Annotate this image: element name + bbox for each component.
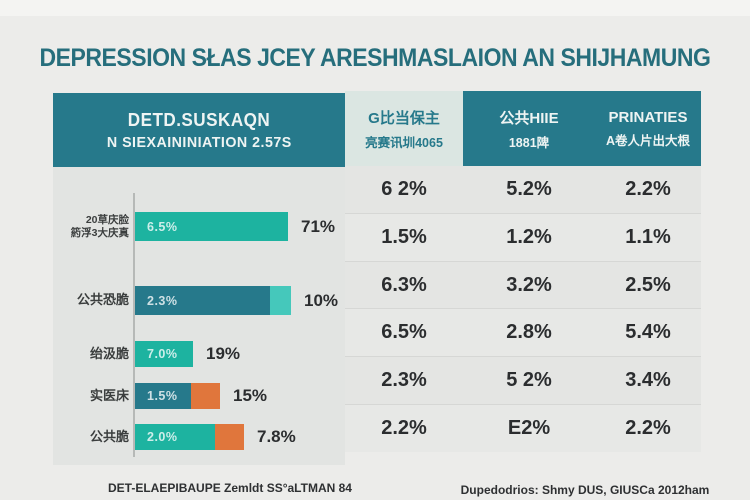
bar-3-segment-1 [135,341,193,367]
col1-header-line1: G比当保主 [368,109,440,127]
bar-row-3: 绐汲脆 7.0% 19% [57,341,240,367]
page-title: DEPRESSION SŁAS JCEY ARESHMASLAION AN SH… [39,44,711,72]
col1-header-line2: 亮赛讯圳4065 [365,135,443,150]
bar-2-inner-value: 2.3% [147,293,178,308]
top-strip [0,0,750,16]
cell-r4c1: 6.5% [381,321,427,344]
cell-r3c1: 6.3% [381,273,427,296]
cell-r6c3: 2.2% [625,417,671,440]
cell-r4c2: 2.8% [506,321,552,344]
bar-1-inner-value: 6.5% [147,219,178,234]
bar-2-segment-1 [135,286,270,315]
bar-4-segment-1 [135,383,191,409]
footer-caption-right: Dupedodrios: Shmy DUS, GIUSCa 2012ham [460,483,710,497]
cell-r5c1: 2.3% [381,369,427,392]
bar-label-line1: 20草庆脸 [85,214,129,227]
cell-r3c2: 3.2% [506,273,552,296]
table-row: 6.3% 3.2% 2.5% [345,261,701,310]
bar-4-value-label: 15% [233,386,268,405]
cell-r1c2: 5.2% [506,177,552,200]
bar-1: 6.5% [135,212,288,241]
bar-5-value-label: 7.8% [257,427,296,446]
cell-r4c3: 5.4% [625,321,671,344]
bar-4-segment-2 [191,383,220,409]
cell-r3c3: 2.5% [625,273,671,296]
table-body: 6 2% 5.2% 2.2% 1.5% 1.2% 1.1% 6.3% 3.2% … [345,166,701,452]
bar-2-value-label: 10% [304,290,339,310]
table-row: 6 2% 5.2% 2.2% [345,166,701,214]
bar-1-segment-1 [135,212,288,241]
cell-r1c3: 2.2% [625,177,671,200]
col2-header-line1: 公共HIIE [499,109,559,127]
bar-4: 1.5% [135,383,220,409]
table-row: 1.5% 1.2% 1.1% [345,213,701,262]
table-row: 2.3% 5 2% 3.4% [345,357,701,406]
bar-chart-card: DETD.SUSKAQN N SIEXAININIATION 2.57S 20草… [53,93,345,465]
cell-r2c2: 1.2% [506,225,552,248]
bar-5-segment-2 [215,424,244,450]
col2-header-line2: 1881陴 [508,135,550,150]
cell-r5c3: 3.4% [625,369,671,392]
cell-r2c1: 1.5% [381,225,427,248]
footer-caption-left: DET-ELAEPIBAUPE Zemldt SS°aLTMAN 84 [108,481,352,495]
bar-2: 2.3% [135,286,291,315]
table-header-row: G比当保主 亮赛讯圳4065 公共HIIE 1881陴 PRINATIES A卷… [345,91,701,166]
bar-category-label: 绐汲脆 [89,345,129,361]
table-row: 2.2% E2% 2.2% [345,405,701,452]
bar-5-inner-value: 2.0% [147,430,178,444]
table-row: 6.5% 2.8% 5.4% [345,309,701,358]
bar-category-label: 公共恐脆 [76,292,129,308]
col3-header-line1: PRINATIES [608,108,688,126]
table-header-col2: 公共HIIE 1881陴 [463,91,595,166]
chart-plot-area: 20草庆脸 箹浮3大庆真 6.5% 71% 公共恐脆 2.3% 10% 绐汲脆 [53,167,345,465]
bar-3-inner-value: 7.0% [147,347,178,361]
col3-header-line2: A卷人片出大根 [605,133,691,148]
cell-r1c1: 6 2% [381,177,427,200]
bar-row-2: 公共恐脆 2.3% 10% [57,286,338,315]
bar-5-segment-1 [135,424,215,450]
chart-title-line2: N SIEXAININIATION 2.57S [106,133,292,151]
bar-category-label: 实医床 [89,387,129,403]
cell-r2c3: 1.1% [625,225,671,248]
stats-table: G比当保主 亮赛讯圳4065 公共HIIE 1881陴 PRINATIES A卷… [345,91,701,452]
bar-row-5: 公共脆 2.0% 7.8% [57,424,296,450]
bar-category-label: 公共脆 [89,428,129,444]
bar-1-value-label: 71% [301,216,336,236]
bar-3: 7.0% [135,341,193,367]
bar-row-4: 实医床 1.5% 15% [57,383,267,409]
bar-4-inner-value: 1.5% [147,389,178,403]
bar-label-line2: 箹浮3大庆真 [70,226,129,239]
bar-2-segment-2 [270,286,291,315]
cell-r5c2: 5 2% [506,369,552,392]
chart-header: DETD.SUSKAQN N SIEXAININIATION 2.57S [53,93,345,167]
cell-r6c1: 2.2% [381,417,427,440]
cell-r6c2: E2% [507,417,551,440]
bar-row-1: 20草庆脸 箹浮3大庆真 6.5% 71% [57,212,335,241]
bar-category-label: 20草庆脸 箹浮3大庆真 [57,214,129,238]
y-axis-line [133,193,135,457]
bar-3-value-label: 19% [206,344,241,363]
chart-title-line1: DETD.SUSKAQN [127,109,271,130]
table-header-col3: PRINATIES A卷人片出大根 [595,91,701,166]
table-header-col1: G比当保主 亮赛讯圳4065 [345,91,463,166]
bar-5: 2.0% [135,424,244,450]
